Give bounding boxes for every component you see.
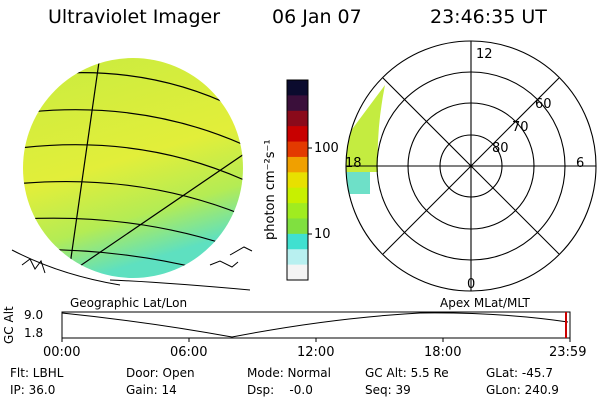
instrument-title: Ultraviolet Imager [48,6,221,28]
gain-info: Gain: 14 [126,383,177,397]
colorbar-swatch [287,156,308,173]
colorbar-swatch [287,126,308,143]
mlat-label-70: 70 [512,120,529,135]
door-info: Door: Open [126,366,195,380]
mlt-label-0: 0 [467,277,476,292]
colorbar-label-100: 100 [314,141,339,156]
grid-line-outside [11,249,251,291]
time-tick-1800: 18:00 [424,345,462,360]
gc-alt-axis-label: GC Alt [2,306,16,344]
colorbar-swatch [287,218,308,235]
ip-info: IP: 36.0 [10,383,56,397]
time-tick-1200: 12:00 [297,345,335,360]
polar-coverage [346,85,385,194]
colorbar-swatch [287,110,308,127]
time-tick-0600: 06:00 [170,345,208,360]
mlt-label-6: 6 [576,156,585,171]
colorbar-swatch [287,203,308,220]
geographic-label: Geographic Lat/Lon [70,296,188,310]
dsp-info: Dsp: -0.0 [247,383,313,397]
glon-info: GLon: 240.9 [486,383,559,397]
colorbar-swatch [287,233,308,250]
gc-alt-tick-high: 9.0 [24,308,44,322]
polar-grid [345,40,597,292]
colorbar-swatch [287,187,308,204]
timeline-ticks [61,338,571,342]
filter-info: Flt: LBHL [10,366,64,380]
orbit-timeline [61,311,571,342]
glat-info: GLat: -45.7 [486,366,553,380]
coastline-outline [21,246,253,274]
time-tick-0000: 00:00 [43,345,81,360]
colorbar-label-10: 10 [314,227,331,242]
mode-info: Mode: Normal [247,366,331,380]
earth-disk [23,58,243,278]
altitude-curve [61,312,569,338]
colorbar-swatch [287,141,308,158]
date-label: 06 Jan 07 [272,6,362,28]
colorbar-swatch [287,80,308,96]
mlt-label-12: 12 [476,47,493,62]
colorbar-swatch [287,264,308,281]
colorbar-swatch [287,249,308,266]
colorbar-swatch [287,95,308,112]
apex-label: Apex MLat/MLT [440,296,530,310]
uv-image-panel [11,58,253,291]
mlt-label-18: 18 [345,156,362,171]
polar-panel [345,40,597,292]
colorbar-swatch [287,172,308,189]
gc-alt-tick-low: 1.8 [24,326,44,340]
seq-info: Seq: 39 [365,383,411,397]
colorbar-frame [286,79,309,281]
colorbar [287,80,308,281]
time-tick-2359: 23:59 [549,345,587,360]
time-label: 23:46:35 UT [430,6,547,28]
mlat-label-60: 60 [535,97,552,112]
mlat-label-80: 80 [492,141,509,156]
colorbar-unit-label: photon cm⁻²s⁻¹ [263,139,278,240]
gc-alt-info: GC Alt: 5.5 Re [365,366,449,380]
